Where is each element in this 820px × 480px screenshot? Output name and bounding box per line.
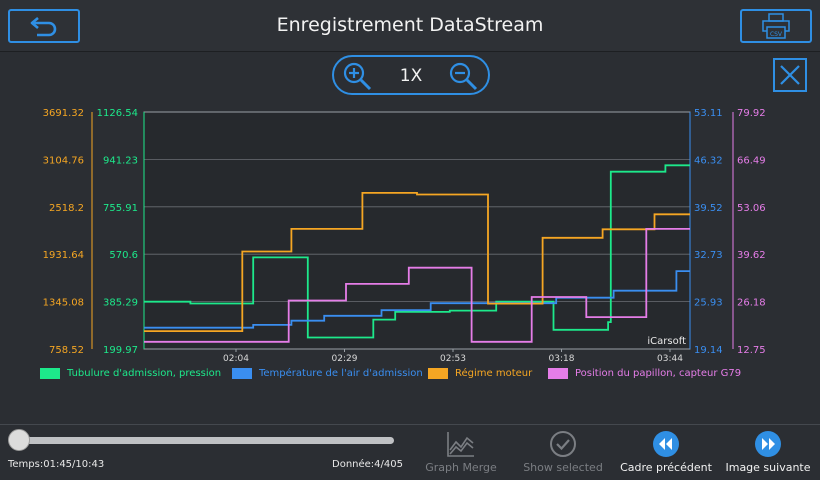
time-readout: Temps:01:45/10:43 (8, 459, 105, 470)
next-image-label: Image suivante (725, 461, 811, 474)
close-icon (780, 65, 800, 85)
zoom-in-button[interactable] (342, 61, 372, 91)
axis-tick-label: 39.52 (694, 203, 723, 214)
previous-frame-button[interactable]: Cadre précédent (618, 429, 714, 479)
legend-swatch (548, 368, 568, 379)
axis-tick-label: 26.18 (737, 298, 766, 309)
legend-label: Température de l'air d'admission (259, 368, 423, 379)
legend-label: Régime moteur (455, 368, 533, 379)
printer-csv-icon: CSV (762, 13, 790, 39)
legend-swatch (232, 368, 252, 379)
legend-label: Position du papillon, capteur G79 (575, 368, 742, 379)
axis-tick-label: 19.14 (694, 345, 723, 356)
zoom-out-button[interactable] (448, 61, 478, 91)
show-selected-button[interactable]: Show selected (515, 429, 611, 479)
zoom-in-icon (343, 62, 372, 91)
legend-item-regime: Régime moteur (428, 368, 532, 379)
axis-tick-label: 66.49 (737, 155, 766, 166)
axis-tick-label: 12.75 (737, 345, 766, 356)
back-arrow-icon (30, 17, 57, 37)
next-image-button[interactable]: Image suivante (720, 429, 816, 479)
playback-toolbar: Temps:01:45/10:43 Donnée:4/405 Graph Mer… (0, 424, 820, 480)
axis-tick-label: 199.97 (103, 345, 138, 356)
axis-tick-label: 755.91 (103, 203, 138, 214)
csv-export-button[interactable]: CSV (740, 9, 812, 43)
show-selected-label: Show selected (523, 461, 603, 474)
x-tick-label: 02:29 (332, 354, 358, 362)
graph-merge-icon (447, 432, 474, 457)
header: Enregistrement DataStream CSV (0, 0, 820, 52)
axis-tick-label: 3104.76 (43, 155, 84, 166)
legend-item-papillon: Position du papillon, capteur G79 (548, 368, 741, 379)
axis-tick-label: 1931.64 (43, 250, 84, 261)
axis-tick-label: 53.06 (737, 203, 766, 214)
zoom-control: 1X (332, 55, 490, 95)
series-line (144, 192, 690, 333)
axis-tick-label: 3691.32 (43, 108, 84, 119)
x-tick-label: 02:53 (440, 354, 466, 362)
zoom-out-icon (449, 62, 478, 91)
rewind-icon (653, 431, 679, 457)
legend-item-pression: Tubulure d'admission, pression (40, 368, 221, 379)
axis-tick-label: 79.92 (737, 108, 766, 119)
x-tick-label: 02:04 (223, 354, 249, 362)
series-line (144, 227, 690, 343)
axis-tick-label: 53.11 (694, 108, 723, 119)
chart-watermark: iCarsoft (647, 336, 686, 347)
axis-tick-label: 1345.08 (43, 298, 84, 309)
back-button[interactable] (8, 9, 80, 43)
axis-tick-label: 25.93 (694, 298, 723, 309)
axis-tick-label: 941.23 (103, 155, 138, 166)
x-tick-label: 03:18 (549, 354, 575, 362)
timeline-slider-thumb[interactable] (8, 429, 30, 451)
data-counter: Donnée:4/405 (332, 459, 403, 470)
axis-tick-label: 570.6 (109, 250, 138, 261)
legend-label: Tubulure d'admission, pression (67, 368, 222, 379)
check-circle-icon (550, 431, 576, 457)
graph-merge-label: Graph Merge (425, 461, 497, 474)
fast-forward-icon (755, 431, 781, 457)
graph-merge-button[interactable]: Graph Merge (413, 429, 509, 479)
axis-tick-label: 1126.54 (97, 108, 138, 119)
axis-tick-label: 32.73 (694, 250, 723, 261)
legend-swatch (428, 368, 448, 379)
legend-item-temperature: Température de l'air d'admission (232, 368, 423, 379)
zoom-level: 1X (399, 66, 423, 86)
chart-svg: 3691.32 3104.76 2518.2 1931.64 1345.08 758.52… (43, 108, 766, 362)
page-title: Enregistrement DataStream (276, 14, 544, 36)
axis-tick-label: 2518.2 (49, 203, 84, 214)
axis-tick-label: 758.52 (49, 345, 84, 356)
close-button[interactable] (773, 58, 807, 92)
x-tick-label: 03:44 (657, 354, 683, 362)
datastream-chart: 3691.32 3104.76 2518.2 1931.64 1345.08 758.52… (0, 100, 820, 362)
series-line (144, 270, 690, 329)
csv-icon-text: CSV (770, 31, 783, 38)
previous-frame-label: Cadre précédent (620, 461, 712, 474)
legend-swatch (40, 368, 60, 379)
plot-area (143, 111, 691, 350)
axis-tick-label: 39.62 (737, 250, 766, 261)
timeline-slider[interactable] (14, 437, 394, 444)
axis-tick-label: 385.29 (103, 298, 138, 309)
chart-legend: Tubulure d'admission, pression Températu… (0, 368, 820, 388)
axis-tick-label: 46.32 (694, 155, 723, 166)
